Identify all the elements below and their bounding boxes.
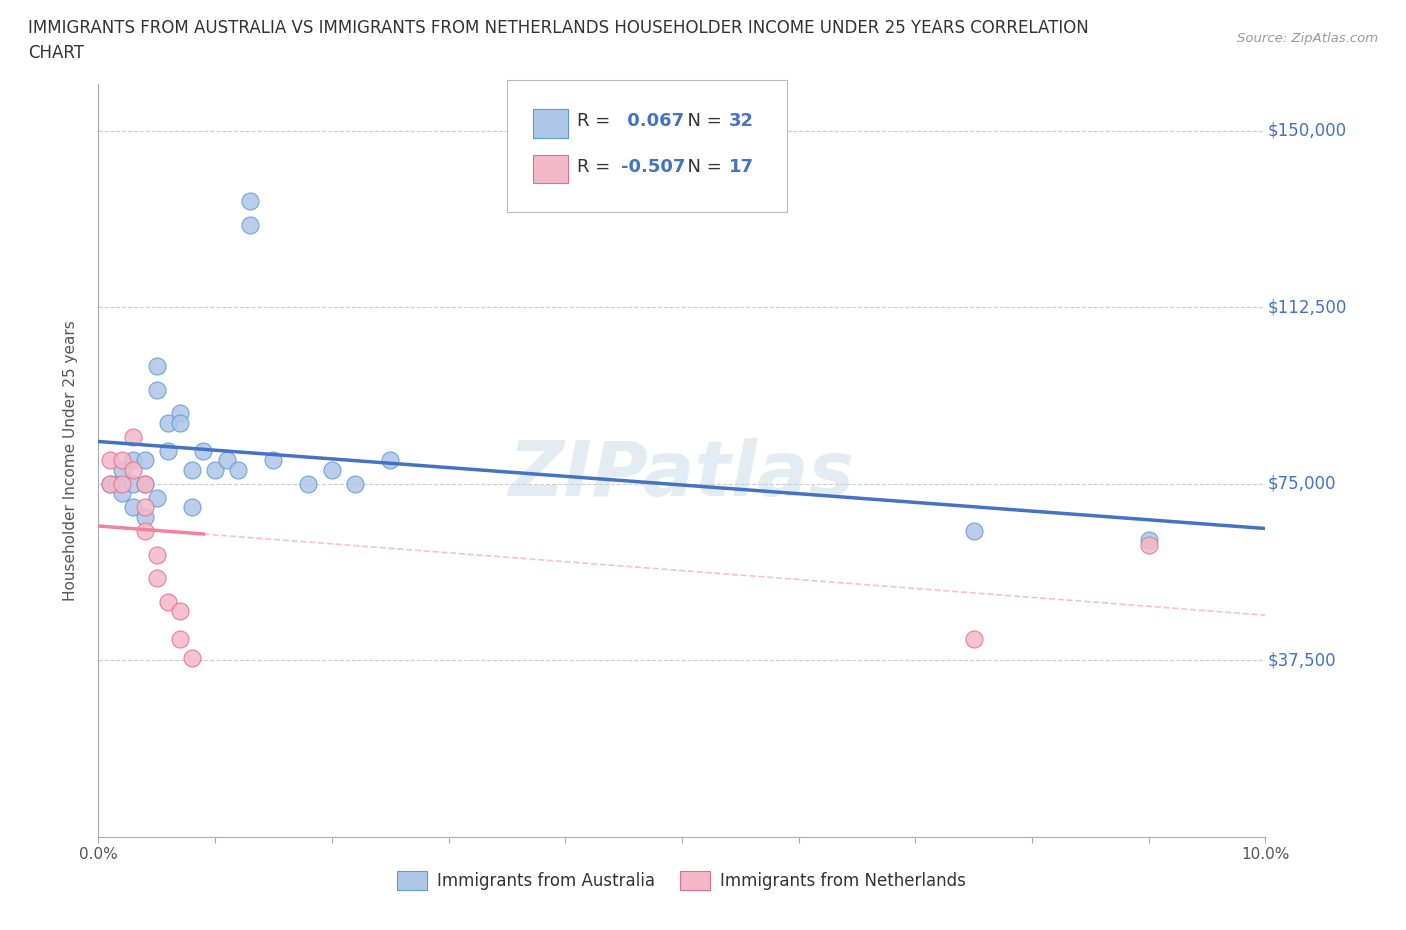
Point	[146, 382, 169, 397]
Point	[157, 594, 180, 609]
Point	[134, 453, 156, 468]
Point	[122, 476, 145, 491]
Text: ZIPatlas: ZIPatlas	[509, 438, 855, 512]
Point	[169, 415, 191, 430]
FancyBboxPatch shape	[508, 80, 787, 212]
Point	[239, 194, 262, 209]
Point	[962, 631, 984, 646]
Point	[146, 547, 169, 562]
Point	[111, 462, 134, 477]
Point	[1137, 533, 1160, 548]
Y-axis label: Householder Income Under 25 years: Householder Income Under 25 years	[63, 320, 77, 601]
Text: $75,000: $75,000	[1268, 475, 1336, 493]
Point	[122, 462, 145, 477]
Point	[193, 444, 215, 458]
Text: 17: 17	[728, 157, 754, 176]
Text: 0.067: 0.067	[621, 113, 685, 130]
Point	[180, 462, 202, 477]
Text: $37,500: $37,500	[1268, 651, 1336, 670]
Point	[157, 415, 180, 430]
Point	[1137, 538, 1160, 552]
Point	[146, 571, 169, 586]
Point	[215, 453, 238, 468]
Text: 32: 32	[728, 113, 754, 130]
FancyBboxPatch shape	[533, 110, 568, 138]
Point	[344, 476, 367, 491]
Point	[111, 476, 134, 491]
Point	[321, 462, 343, 477]
Point	[146, 491, 169, 506]
Point	[134, 476, 156, 491]
Text: Source: ZipAtlas.com: Source: ZipAtlas.com	[1237, 32, 1378, 45]
Text: R =: R =	[576, 113, 616, 130]
Point	[134, 524, 156, 538]
Legend: Immigrants from Australia, Immigrants from Netherlands: Immigrants from Australia, Immigrants fr…	[391, 864, 973, 897]
Point	[380, 453, 402, 468]
Point	[169, 604, 191, 618]
Text: N =: N =	[676, 113, 727, 130]
Point	[98, 453, 121, 468]
Text: IMMIGRANTS FROM AUSTRALIA VS IMMIGRANTS FROM NETHERLANDS HOUSEHOLDER INCOME UNDE: IMMIGRANTS FROM AUSTRALIA VS IMMIGRANTS …	[28, 19, 1088, 36]
Text: R =: R =	[576, 157, 616, 176]
Point	[134, 510, 156, 525]
Point	[169, 405, 191, 420]
FancyBboxPatch shape	[533, 154, 568, 183]
Text: CHART: CHART	[28, 44, 84, 61]
Point	[111, 485, 134, 500]
Point	[204, 462, 226, 477]
Point	[104, 476, 127, 491]
Point	[98, 476, 121, 491]
Point	[180, 651, 202, 666]
Text: $150,000: $150,000	[1268, 122, 1347, 140]
Point	[134, 476, 156, 491]
Point	[962, 524, 984, 538]
Point	[122, 453, 145, 468]
Point	[146, 359, 169, 374]
Point	[111, 453, 134, 468]
Point	[98, 476, 121, 491]
Point	[180, 500, 202, 515]
Point	[228, 462, 250, 477]
Text: N =: N =	[676, 157, 727, 176]
Point	[157, 444, 180, 458]
Point	[239, 218, 262, 232]
Point	[122, 500, 145, 515]
Text: -0.507: -0.507	[621, 157, 686, 176]
Point	[122, 430, 145, 445]
Point	[262, 453, 284, 468]
Text: $112,500: $112,500	[1268, 299, 1347, 316]
Point	[134, 500, 156, 515]
Point	[169, 631, 191, 646]
Point	[297, 476, 319, 491]
